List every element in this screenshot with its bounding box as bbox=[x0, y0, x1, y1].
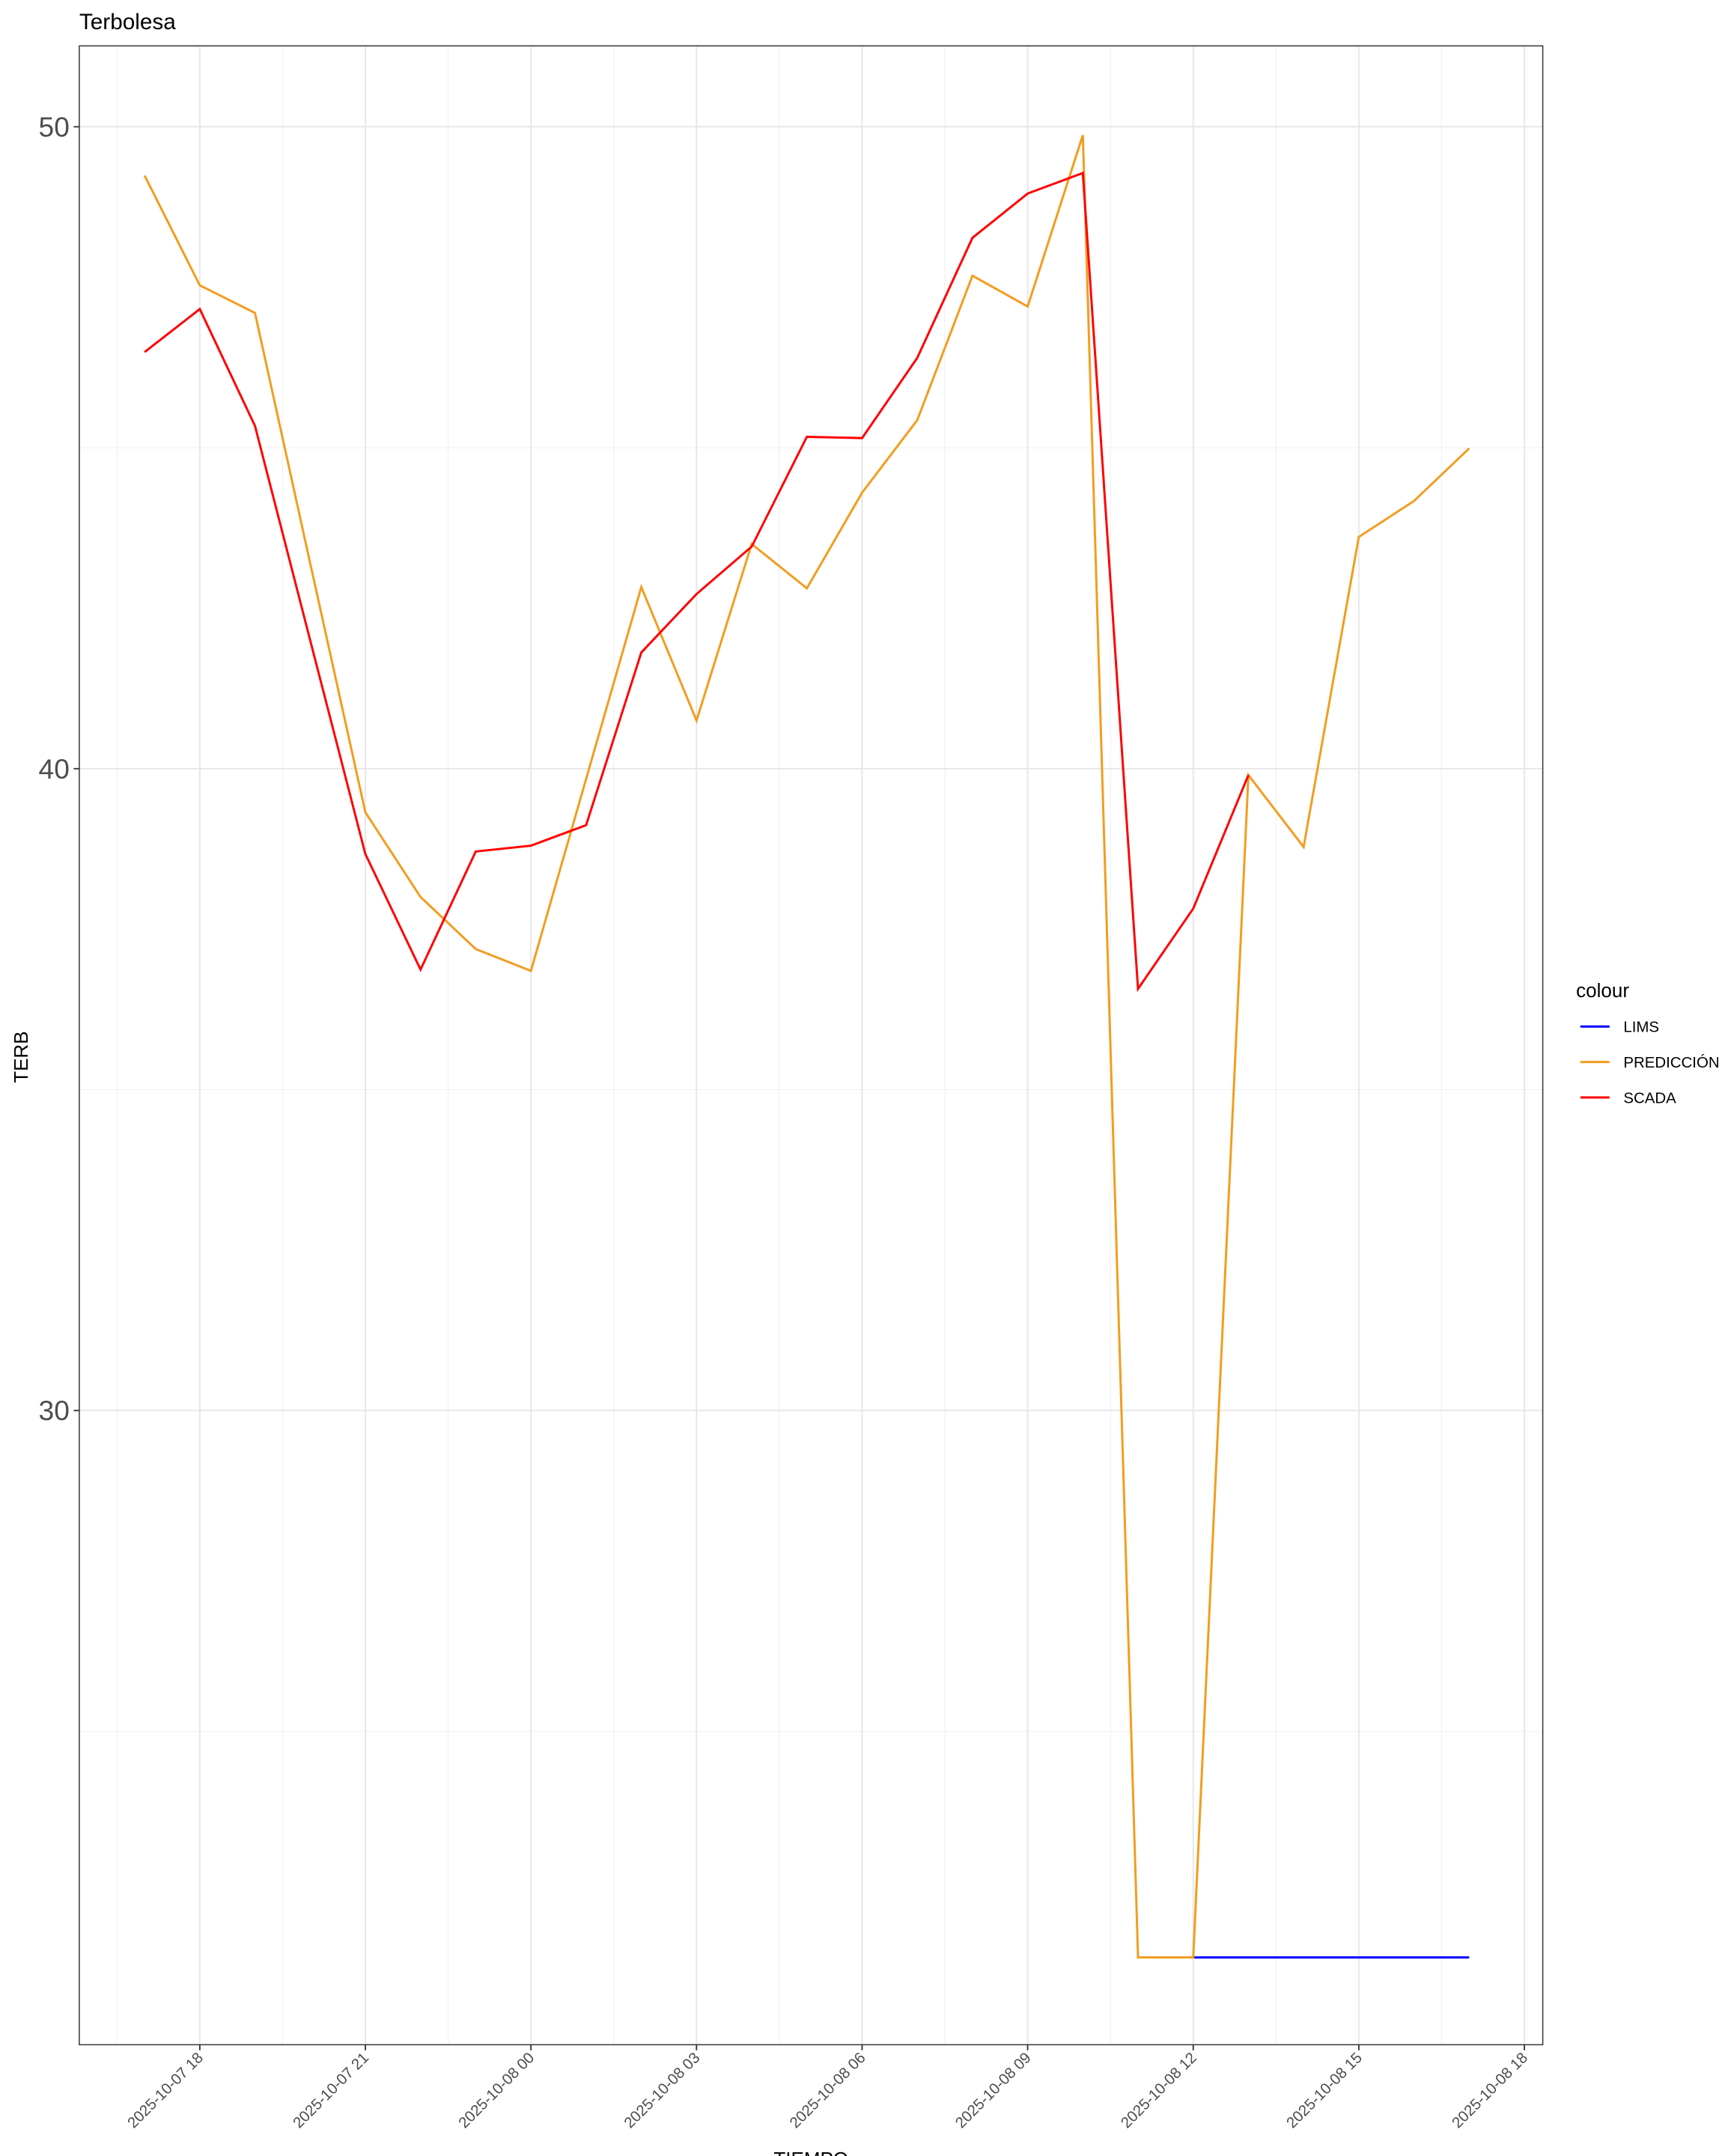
x-tick-label: 2025-10-08 03 bbox=[621, 2050, 704, 2132]
lines bbox=[143, 135, 1470, 1959]
x-tick-label: 2025-10-08 15 bbox=[1283, 2050, 1366, 2132]
panel-border bbox=[79, 45, 1544, 2046]
legend-label: LIMS bbox=[1623, 1020, 1659, 1036]
x-tick-label: 2025-10-07 21 bbox=[290, 2050, 373, 2132]
y-tick-label: 50 bbox=[39, 111, 70, 142]
legend-label: SCADA bbox=[1623, 1090, 1676, 1106]
y-tick-label: 30 bbox=[39, 1395, 70, 1426]
legend-label: PREDICCIÓN bbox=[1623, 1054, 1719, 1071]
legend-title: colour bbox=[1576, 979, 1629, 1002]
panel bbox=[79, 46, 1543, 2045]
x-tick-label: 2025-10-08 09 bbox=[952, 2050, 1035, 2132]
x-tick-label: 2025-10-08 12 bbox=[1118, 2050, 1200, 2132]
grid bbox=[79, 46, 1543, 2045]
series-line bbox=[144, 171, 1250, 993]
legend: LIMS PREDICCIÓN SCADA bbox=[1580, 1020, 1720, 1106]
y-tick-label: 40 bbox=[39, 753, 70, 785]
chart-title: Terbolesa bbox=[79, 10, 176, 34]
y-axis-label: TERB bbox=[10, 1031, 32, 1082]
x-tick-label: 2025-10-08 00 bbox=[456, 2050, 538, 2132]
x-tick-label: 2025-10-08 18 bbox=[1449, 2050, 1532, 2132]
x-tick-label: 2025-10-07 18 bbox=[124, 2050, 207, 2132]
x-axis-label: TIEMPO bbox=[773, 2148, 848, 2156]
x-tick-label: 2025-10-08 06 bbox=[787, 2050, 869, 2132]
